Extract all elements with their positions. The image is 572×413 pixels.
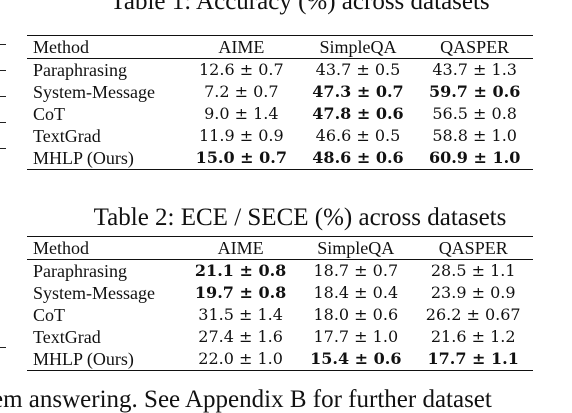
value-cell: 58.8 ± 1.0	[432, 126, 517, 145]
value-cell: 56.5 ± 0.8	[432, 104, 517, 123]
value-cell: 22.0 ± 1.0	[183, 348, 299, 371]
method-cell: MHLP (Ours)	[27, 147, 183, 170]
value-cell: 18.0 ± 0.6	[313, 305, 399, 324]
table1-header-row: Method AIME SimpleQA QASPER	[27, 35, 533, 59]
table2-col-aime: AIME	[183, 236, 299, 260]
table2-col-method: Method	[27, 236, 183, 260]
table1-col-simpleqa: SimpleQA	[299, 35, 417, 59]
method-cell: TextGrad	[33, 327, 101, 347]
table-row: TextGrad 27.4 ± 1.6 17.7 ± 1.0 21.6 ± 1.2	[27, 326, 533, 348]
value-cell: 11.9 ± 0.9	[199, 126, 284, 145]
table1-col-qasper: QASPER	[416, 35, 533, 59]
value-cell: 19.7 ± 0.8	[194, 283, 287, 302]
method-cell: Paraphrasing	[33, 261, 127, 281]
left-edge-mark	[0, 70, 6, 71]
left-edge-mark	[0, 122, 6, 123]
value-cell: 17.7 ± 1.0	[313, 327, 399, 346]
table1-col-aime: AIME	[183, 35, 300, 59]
value-cell: 60.9 ± 1.0	[416, 147, 533, 170]
method-cell: CoT	[33, 305, 66, 325]
left-edge-mark	[0, 96, 6, 97]
table1-col-method: Method	[27, 35, 183, 59]
method-cell: MHLP (Ours)	[27, 348, 183, 371]
value-cell: 31.5 ± 1.4	[198, 305, 283, 324]
table-row: Paraphrasing 12.6 ± 0.7 43.7 ± 0.5 43.7 ± 1…	[27, 59, 533, 82]
table-row: MHLP (Ours) 15.0 ± 0.7 48.6 ± 0.6 60.9 ± 1.…	[27, 147, 533, 170]
left-edge-mark	[0, 148, 6, 149]
table2-ece: Method AIME SimpleQA QASPER Paraphrasing…	[27, 236, 533, 371]
value-cell: 9.0 ± 1.4	[204, 104, 279, 123]
left-edge-mark	[0, 44, 6, 45]
table-row: System-Message 19.7 ± 0.8 18.4 ± 0.4 23.9 ±…	[27, 282, 533, 304]
value-cell: 47.3 ± 0.7	[312, 82, 404, 101]
left-edge-mark	[0, 347, 6, 348]
method-cell: System-Message	[33, 82, 155, 102]
method-cell: TextGrad	[33, 126, 101, 146]
value-cell: 27.4 ± 1.6	[198, 327, 283, 346]
value-cell: 17.7 ± 1.1	[413, 348, 533, 371]
body-text-line: em answering. See Appendix B for further…	[0, 386, 492, 413]
value-cell: 46.6 ± 0.5	[315, 126, 401, 145]
value-cell: 18.7 ± 0.7	[313, 261, 399, 280]
table-row: System-Message 7.2 ± 0.7 47.3 ± 0.7 59.7 ± …	[27, 81, 533, 103]
table-row: CoT 31.5 ± 1.4 18.0 ± 0.6 26.2 ± 0.67	[27, 304, 533, 326]
value-cell: 23.9 ± 0.9	[430, 283, 516, 302]
value-cell: 21.6 ± 1.2	[430, 327, 516, 346]
value-cell: 59.7 ± 0.6	[428, 82, 521, 101]
value-cell: 43.7 ± 1.3	[432, 60, 517, 79]
value-cell: 47.8 ± 0.6	[312, 104, 404, 123]
table-row: MHLP (Ours) 22.0 ± 1.0 15.4 ± 0.6 17.7 ± 1.…	[27, 348, 533, 371]
table1-accuracy: Method AIME SimpleQA QASPER Paraphrasing…	[27, 35, 533, 170]
table-row: CoT 9.0 ± 1.4 47.8 ± 0.6 56.5 ± 0.8	[27, 103, 533, 125]
value-cell: 18.4 ± 0.4	[313, 283, 399, 302]
value-cell: 7.2 ± 0.7	[204, 82, 279, 101]
table2-header-row: Method AIME SimpleQA QASPER	[27, 236, 533, 260]
value-cell: 15.4 ± 0.6	[298, 348, 414, 371]
table-row: Paraphrasing 21.1 ± 0.8 18.7 ± 0.7 28.5 ± 1…	[27, 260, 533, 283]
table1-caption: Table 1: Accuracy (%) across datasets	[110, 0, 490, 15]
method-cell: System-Message	[33, 283, 155, 303]
value-cell: 43.7 ± 0.5	[315, 60, 401, 79]
table2-col-simpleqa: SimpleQA	[298, 236, 414, 260]
table-row: TextGrad 11.9 ± 0.9 46.6 ± 0.5 58.8 ± 1.0	[27, 125, 533, 147]
value-cell: 28.5 ± 1.1	[430, 261, 516, 280]
table2-caption: Table 2: ECE / SECE (%) across datasets	[93, 204, 507, 231]
value-cell: 26.2 ± 0.67	[425, 305, 521, 324]
value-cell: 48.6 ± 0.6	[299, 147, 417, 170]
value-cell: 15.0 ± 0.7	[183, 147, 300, 170]
method-cell: Paraphrasing	[33, 60, 127, 80]
method-cell: CoT	[33, 104, 66, 124]
table2-col-qasper: QASPER	[413, 236, 533, 260]
value-cell: 12.6 ± 0.7	[199, 60, 284, 79]
value-cell: 21.1 ± 0.8	[194, 261, 287, 280]
